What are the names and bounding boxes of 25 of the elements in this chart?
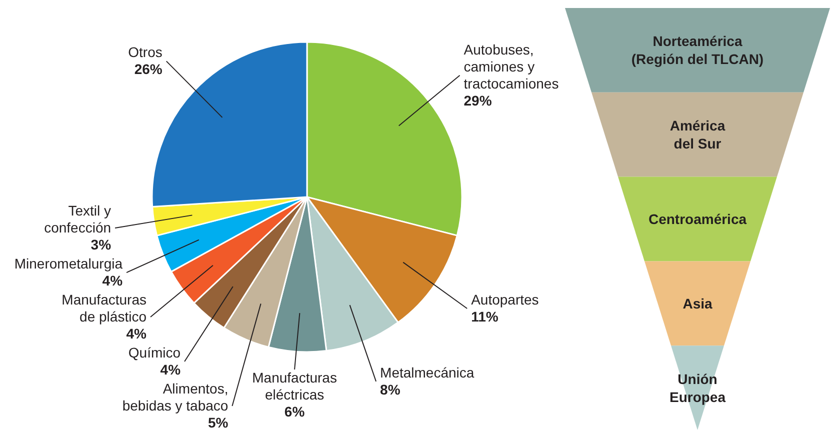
data-label: 4% bbox=[102, 272, 124, 289]
category-label: Unión Europea bbox=[669, 370, 726, 405]
data-label: 4% bbox=[160, 362, 182, 378]
slice-label: Autopartes bbox=[471, 292, 539, 308]
data-label: 4% bbox=[126, 326, 148, 342]
data-label: 3% bbox=[90, 236, 112, 253]
slice-label: Textil y confección bbox=[44, 202, 112, 236]
category-label: Norteamérica (Región del TLCAN) bbox=[631, 33, 764, 68]
category-label: Asia bbox=[682, 295, 712, 312]
slice-label: Manufacturas eléctricas bbox=[252, 370, 337, 403]
data-label: 11% bbox=[471, 308, 499, 325]
slice-label: Metalmecánica bbox=[380, 364, 474, 380]
slice-label: Alimentos, bebidas y tabaco bbox=[122, 380, 228, 414]
slice-label: Autobuses, camiones y tractocamiones bbox=[464, 41, 559, 92]
category-label: Centroamérica bbox=[648, 211, 747, 227]
data-label: 8% bbox=[380, 381, 401, 398]
data-label: 26% bbox=[134, 61, 163, 78]
slice-label: Otros bbox=[128, 44, 162, 60]
slice-label: Manufacturas de plástico bbox=[62, 292, 147, 325]
data-label: 6% bbox=[284, 404, 306, 420]
slice-label: Químico bbox=[128, 344, 181, 361]
category-label: América del Sur bbox=[670, 118, 726, 152]
slice-label: Minerometalurgia bbox=[14, 256, 123, 272]
data-label: 29% bbox=[464, 92, 492, 108]
data-label: 5% bbox=[208, 414, 229, 431]
